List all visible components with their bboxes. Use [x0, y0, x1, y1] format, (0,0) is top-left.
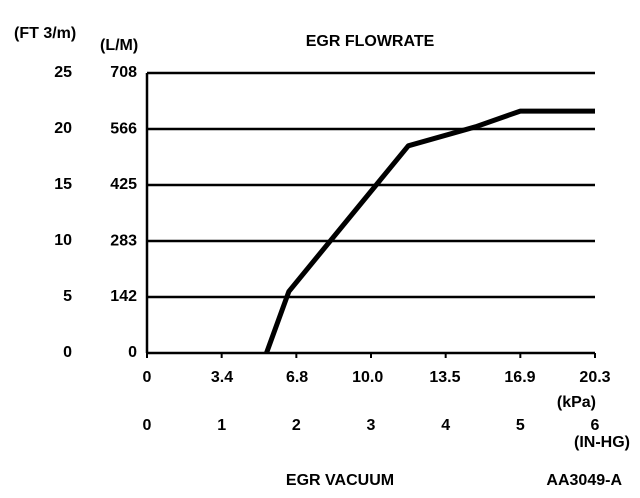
x2-tick-label: 20.3: [579, 369, 610, 386]
figure-code: AA3049-A: [546, 472, 622, 489]
x2-tick-label: 10.0: [352, 369, 383, 386]
y2-tick-label: 283: [110, 232, 137, 249]
y2-tick-label: 425: [110, 176, 137, 193]
chart-title: EGR FLOWRATE: [306, 33, 435, 50]
y2-tick-label: 566: [110, 120, 137, 137]
x2-tick-label: 0: [143, 369, 152, 386]
y-tick-label: 25: [54, 64, 72, 81]
x-tick-label: 2: [292, 417, 301, 434]
x-axis-label: EGR VACUUM: [286, 472, 394, 489]
y2-tick-label: 142: [110, 288, 137, 305]
x2-unit: (kPa): [557, 394, 596, 411]
y-tick-label: 15: [54, 176, 72, 193]
y2-tick-label: 0: [128, 344, 137, 361]
x-tick-label: 6: [591, 417, 600, 434]
data-line: [264, 108, 595, 354]
x2-tick-label: 16.9: [504, 369, 535, 386]
x-tick-label: 5: [516, 417, 525, 434]
x-tick-label: 1: [217, 417, 226, 434]
y-tick-label: 20: [54, 120, 72, 137]
y2-axis-label: (L/M): [100, 37, 138, 54]
x2-tick-label: 3.4: [211, 369, 233, 386]
y-tick-label: 0: [63, 344, 72, 361]
x-tick-label: 0: [143, 417, 152, 434]
y-axis-label: (FT 3/m): [14, 25, 76, 42]
y2-tick-label: 708: [110, 64, 137, 81]
x2-tick-label: 6.8: [286, 369, 308, 386]
y-tick-label: 10: [54, 232, 72, 249]
x2-tick-label: 13.5: [429, 369, 460, 386]
x-tick-label: 3: [367, 417, 376, 434]
x-tick-label: 4: [441, 417, 450, 434]
x-unit: (IN-HG): [574, 434, 630, 451]
y-tick-label: 5: [63, 288, 72, 305]
